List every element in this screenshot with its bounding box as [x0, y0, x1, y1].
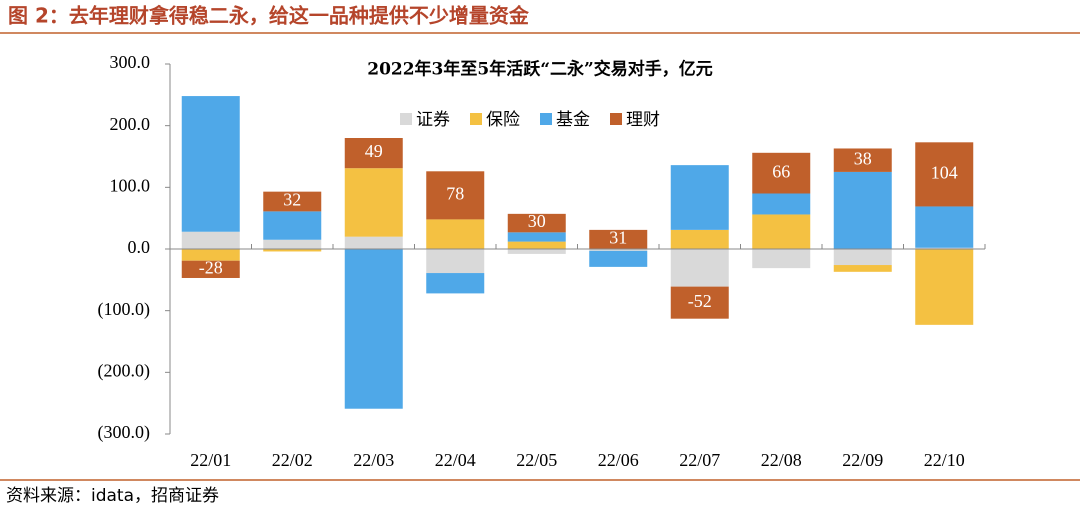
bar-segment [263, 249, 322, 252]
y-tick-label: 300.0 [110, 52, 151, 72]
bar-segment [833, 249, 892, 266]
bar-segment [181, 260, 240, 278]
bar-segment [752, 152, 811, 194]
value-label: 49 [365, 141, 383, 161]
bar-segment [915, 247, 974, 249]
x-tick-label: 22/09 [842, 450, 883, 470]
bar-segment [589, 250, 648, 267]
y-tick-label: 100.0 [110, 175, 151, 195]
source: 资料来源：idata，招商证券 [6, 486, 219, 506]
bar-segment [507, 213, 566, 233]
bar-segment [752, 193, 811, 215]
value-label: 31 [609, 228, 627, 248]
value-label: 38 [854, 148, 872, 168]
bar-segment [344, 168, 403, 237]
bar-segment [181, 96, 240, 232]
bar-segment [915, 142, 974, 207]
value-label: 78 [446, 183, 464, 203]
x-tick-label: 22/06 [598, 450, 639, 470]
x-tick-label: 22/02 [272, 450, 313, 470]
bar-segment [670, 229, 729, 249]
value-label: 32 [283, 190, 301, 210]
y-tick-label: (200.0) [98, 360, 151, 381]
x-tick-label: 22/08 [761, 450, 802, 470]
legend-swatch [540, 113, 552, 125]
bar-segment [589, 229, 648, 249]
bar-segment [752, 214, 811, 249]
bar-segment [181, 231, 240, 249]
legend-swatch [610, 113, 622, 125]
value-label: 66 [772, 161, 790, 181]
bar-segment [426, 249, 485, 274]
legend-label: 基金 [556, 110, 590, 130]
bar-segment [752, 249, 811, 269]
x-tick-label: 22/04 [435, 450, 476, 470]
x-tick-label: 22/10 [924, 450, 965, 470]
bar-segment [915, 249, 974, 325]
bar-segment [670, 165, 729, 230]
bar-segment [833, 171, 892, 249]
bar-segment [833, 148, 892, 172]
bar-segment [915, 206, 974, 248]
legend-swatch [400, 113, 412, 125]
bar-segment [670, 286, 729, 319]
bar-segment [426, 171, 485, 220]
value-label: 30 [528, 211, 546, 231]
legend-label: 证券 [416, 110, 450, 130]
value-label: -52 [688, 291, 712, 311]
bar-segment [507, 249, 566, 254]
y-tick-label: 200.0 [110, 114, 151, 134]
y-tick-label: (300.0) [98, 422, 151, 443]
chart-title: 2022年3年至5年活跃“二永”交易对手，亿元 [367, 59, 713, 80]
bar-segment [670, 249, 729, 287]
bar-segment [507, 241, 566, 249]
figure-title: 图 2：去年理财拿得稳二永，给这一品种提供不少增量资金 [8, 4, 530, 28]
bar-segment [589, 249, 648, 251]
bar-segment [507, 232, 566, 242]
bar-segment [344, 249, 403, 409]
bar-segment [263, 191, 322, 212]
bar-segment [263, 211, 322, 240]
x-tick-label: 22/07 [679, 450, 720, 470]
legend-label: 理财 [626, 110, 660, 130]
y-tick-label: 0.0 [128, 237, 151, 257]
y-tick-label: (100.0) [98, 299, 151, 320]
bar-segment [344, 138, 403, 169]
x-tick-label: 22/01 [190, 450, 231, 470]
x-tick-label: 22/05 [516, 450, 557, 470]
bar-segment [426, 273, 485, 294]
legend-label: 保险 [486, 110, 520, 130]
value-label: -28 [199, 257, 223, 277]
bar-segment [426, 219, 485, 249]
bar-segment [181, 249, 240, 261]
legend-swatch [470, 113, 482, 125]
bar-segment [344, 236, 403, 249]
x-tick-label: 22/03 [353, 450, 394, 470]
value-label: 104 [931, 163, 958, 183]
bar-segment [263, 239, 322, 249]
bar-segment [833, 265, 892, 272]
